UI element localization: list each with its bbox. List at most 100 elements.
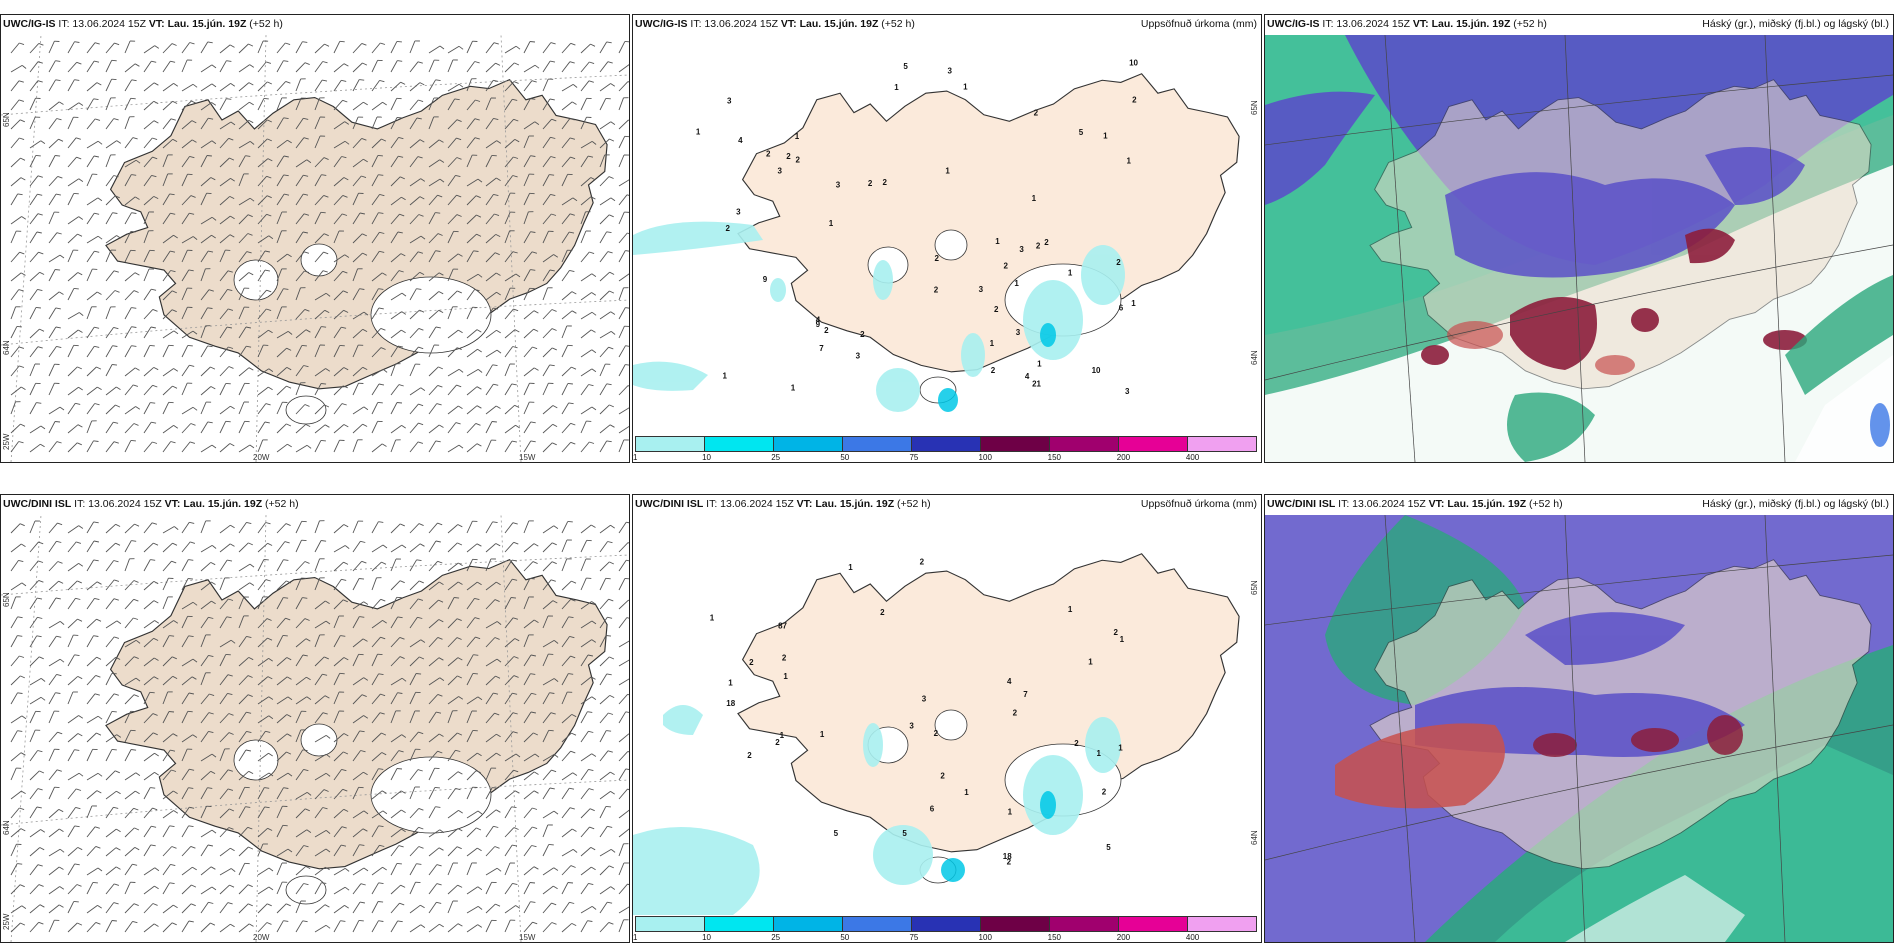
wind-barb-flag [111, 920, 117, 922]
wind-barb-flag [170, 212, 176, 215]
wind-barb [238, 806, 246, 819]
wind-barb [390, 828, 402, 838]
wind-barb-flag [587, 711, 593, 713]
wind-barb-flag [363, 406, 369, 411]
wind-barb [257, 40, 264, 54]
wind-barb-flag [379, 231, 385, 234]
wind-barb [67, 345, 75, 358]
wind-barb-flag [553, 640, 559, 644]
wind-barb [162, 234, 174, 244]
wind-barb-flag [361, 560, 367, 564]
wind-barb-flag [624, 577, 629, 580]
wind-barb [371, 443, 383, 453]
wind-barb [618, 694, 628, 705]
wind-barb-flag [344, 868, 350, 872]
wind-barb [124, 580, 135, 591]
wind-barb-flag [568, 616, 574, 619]
wind-barb-flag [456, 137, 462, 141]
wind-barb-flag [590, 329, 596, 333]
wind-barb [257, 61, 267, 73]
wind-barb [618, 97, 624, 111]
wind-barb [29, 847, 41, 857]
wind-barb [276, 676, 288, 686]
precip-value-label: 5 [902, 829, 907, 838]
wind-barb [352, 383, 359, 396]
wind-barb-flag [627, 81, 629, 83]
wind-barb [238, 596, 245, 610]
wind-barb [428, 923, 440, 933]
precip-value-label: 1 [820, 730, 825, 739]
wind-barb [29, 656, 40, 667]
wind-barb-flag [286, 423, 292, 427]
wind-barb-flag [438, 309, 444, 313]
wind-barb-flag [230, 178, 235, 182]
wind-barb-flag [18, 441, 24, 444]
wind-barb [485, 234, 496, 244]
wind-barb [143, 60, 152, 73]
wind-barb [409, 749, 416, 762]
wind-barb [29, 678, 42, 686]
wind-barb [238, 636, 247, 648]
wind-barb [333, 561, 344, 572]
wind-barb-flag [112, 364, 118, 366]
wind-barb [86, 805, 93, 819]
wind-barb [295, 62, 306, 73]
wind-barb-flag [111, 59, 117, 62]
wind-barb [428, 385, 439, 396]
wind-barb [10, 401, 16, 415]
wind-barb-flag [21, 216, 27, 220]
wind-barb-flag [572, 84, 578, 88]
wind-barb-flag [322, 79, 328, 82]
wind-barb-flag [135, 677, 141, 682]
wind-barb-flag [608, 346, 614, 350]
wind-barb [466, 118, 476, 130]
wind-barb [409, 904, 421, 914]
wind-barb-flag [37, 788, 43, 791]
wind-barb-flag [114, 636, 120, 639]
wind-barb-flag [437, 384, 443, 388]
wind-barb [143, 844, 152, 857]
wind-barb-flag [609, 561, 614, 565]
wind-barb-flag [267, 542, 273, 546]
wind-barb-flag [625, 345, 629, 347]
wind-barb [86, 326, 95, 339]
wind-barb [181, 601, 194, 610]
wind-barb [580, 883, 589, 895]
wind-barb-flag [93, 540, 99, 543]
colorbar-tick-label: 400 [1185, 453, 1200, 462]
wind-barb [333, 524, 345, 534]
wind-barb-flag [74, 41, 80, 43]
wind-barb [200, 634, 207, 648]
precip-value-label: 2 [775, 738, 780, 747]
wind-barb [504, 404, 515, 415]
wind-barb [599, 61, 609, 73]
wind-barb-flag [39, 656, 44, 660]
wind-barb-flag [572, 772, 578, 776]
wind-barb [599, 578, 607, 591]
wind-barb-flag [170, 270, 176, 273]
wind-barb [124, 212, 132, 225]
wind-barb-flag [59, 886, 65, 890]
wind-barb-flag [153, 100, 159, 105]
wind-barb-flag [396, 402, 403, 404]
wind-barb-flag [419, 580, 424, 584]
wind-barb [580, 196, 592, 206]
lat-label-64n: 64N [1250, 830, 1259, 845]
wind-barb [200, 693, 210, 705]
wind-barb [143, 637, 154, 648]
wind-barb-flag [59, 658, 65, 663]
wind-barb [485, 733, 497, 743]
wind-barb [143, 559, 151, 572]
wind-barb-flag [153, 120, 159, 124]
wind-barb [618, 883, 628, 895]
wind-barb-flag [268, 886, 274, 891]
wind-barb-flag [359, 616, 365, 618]
wind-barb [371, 825, 379, 838]
wind-barb [181, 711, 189, 724]
wind-barb-flag [400, 176, 405, 180]
wind-barb-flag [58, 580, 64, 584]
wind-barb [257, 403, 267, 415]
wind-barb-flag [591, 866, 596, 871]
wind-barb [48, 232, 58, 244]
wind-barb-flag [286, 657, 292, 661]
